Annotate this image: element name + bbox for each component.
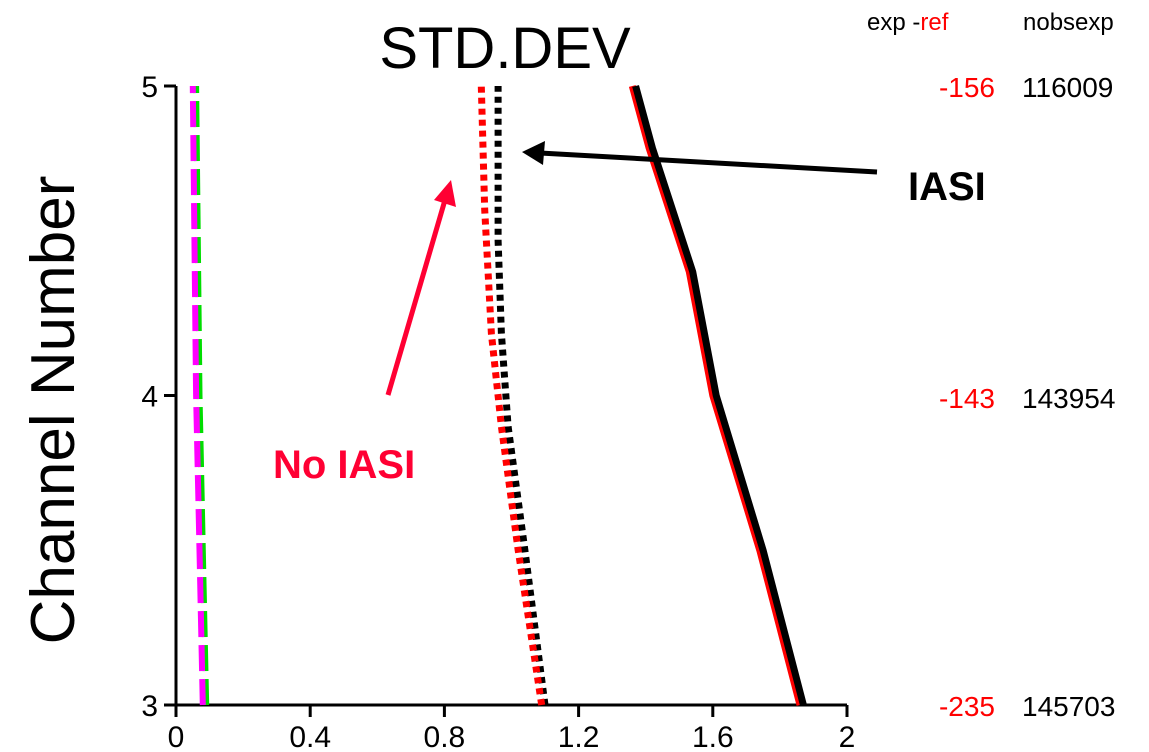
x-tick-label: 2: [839, 721, 856, 752]
side-header-ref: ref: [920, 9, 948, 36]
no-iasi-arrow-line: [385, 199, 448, 396]
side-diff-4: -143: [939, 383, 995, 414]
x-tick-label: 0.4: [289, 721, 331, 752]
series-line-5: [632, 85, 807, 706]
chart-title: STD.DEV: [379, 16, 631, 81]
iasi-arrow-head: [522, 141, 545, 165]
axes: 0 0.4 0.8 1.2 1.6 2 3 4 5: [141, 71, 855, 752]
x-tick-label: 0: [168, 721, 185, 752]
series-line-1: [189, 85, 206, 706]
side-nobs-3: 145703: [1022, 691, 1115, 722]
no-iasi-arrow-head: [434, 180, 456, 207]
annotation-iasi: IASI: [522, 141, 986, 209]
side-header-exp: exp -: [867, 9, 920, 36]
series-line-0: [193, 85, 210, 706]
side-nobs-4: 143954: [1022, 383, 1115, 414]
side-diff-3: -235: [939, 691, 995, 722]
annotation-no-iasi: No IASI: [273, 180, 456, 487]
iasi-label: IASI: [908, 165, 986, 209]
side-header-nobs: nobsexp: [1023, 9, 1114, 36]
y-tick-label: 3: [141, 690, 158, 723]
y-tick-label: 4: [141, 381, 158, 414]
series-layer: [189, 85, 807, 706]
series-line-3: [477, 85, 546, 706]
series-line-2: [494, 86, 549, 706]
side-header-exp-ref: exp -ref: [867, 9, 949, 36]
x-tick-label: 1.6: [692, 721, 734, 752]
x-tick-label: 1.2: [558, 721, 600, 752]
side-diff-5: -156: [939, 72, 995, 103]
x-tick-label: 0.8: [424, 721, 466, 752]
y-axis-label: Channel Number: [19, 176, 88, 645]
y-tick-label: 5: [141, 71, 158, 104]
no-iasi-label: No IASI: [273, 443, 415, 487]
side-nobs-5: 116009: [1022, 72, 1113, 103]
iasi-arrow-line: [539, 150, 878, 175]
